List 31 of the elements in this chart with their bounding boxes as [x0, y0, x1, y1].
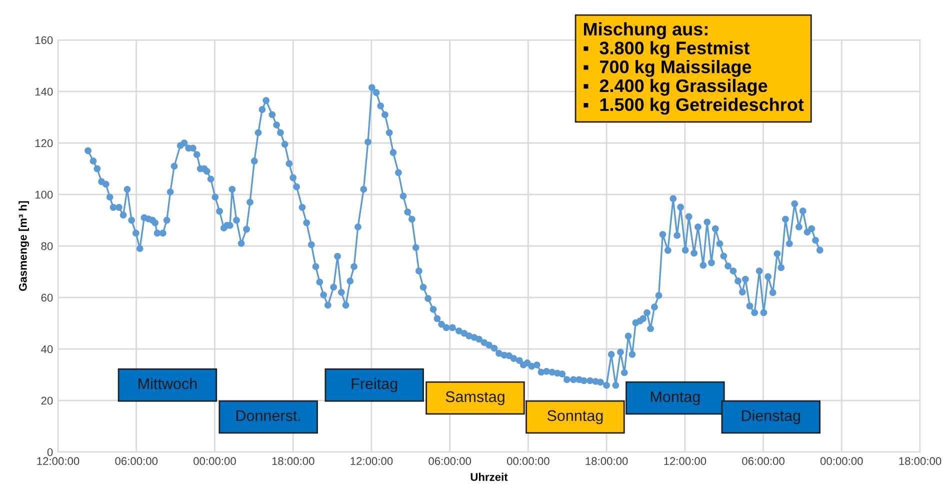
annotation: Donnerst.	[236, 410, 300, 422]
x-tick-label: 18:00:00	[899, 457, 942, 466]
annotation: Dienstag	[742, 410, 800, 424]
y-axis-title: Gasmenge [m³ h]	[18, 201, 30, 291]
annotation: Mittwoch	[138, 378, 197, 390]
y-tick-label: 0	[47, 448, 53, 456]
x-tick-label: 18:00:00	[272, 457, 314, 466]
y-tick-label: 40	[41, 345, 53, 354]
x-tick-label: 06:00:00	[115, 457, 158, 466]
x-tick-label: 12:00:00	[664, 457, 706, 466]
x-tick-label: 00:00:00	[194, 457, 236, 466]
x-axis-title: Uhrzeit	[470, 472, 508, 481]
y-tick-label: 120	[35, 139, 53, 148]
x-tick-label: 18:00:00	[586, 457, 628, 466]
x-tick-label: 06:00:00	[742, 457, 784, 466]
y-tick-label: 20	[41, 396, 53, 405]
y-tick-label: 140	[35, 88, 53, 96]
y-tick-label: 100	[35, 190, 53, 199]
y-tick-label: 160	[35, 36, 53, 44]
annotation: Montag	[650, 391, 700, 406]
x-tick-label: 00:00:00	[820, 457, 863, 466]
x-tick-label: 06:00:00	[428, 457, 472, 466]
annotation: Mischung aus: ▪ 3.800 kg Festmist ▪ 700 kg Maissilage ▪ 2.400 kg Grassilage ▪ 1.500 kg Getreideschrot	[584, 22, 804, 115]
x-tick-label: 00:00:00	[506, 457, 550, 466]
y-tick-label: 60	[41, 294, 53, 302]
annotation: Freitag	[352, 378, 398, 392]
x-tick-label: 12:00:00	[350, 457, 393, 466]
x-tick-label: 12:00:00	[37, 457, 80, 466]
y-tick-label: 80	[41, 242, 53, 250]
annotation: Sonntag	[547, 410, 603, 424]
annotation: Samstag	[446, 391, 504, 406]
